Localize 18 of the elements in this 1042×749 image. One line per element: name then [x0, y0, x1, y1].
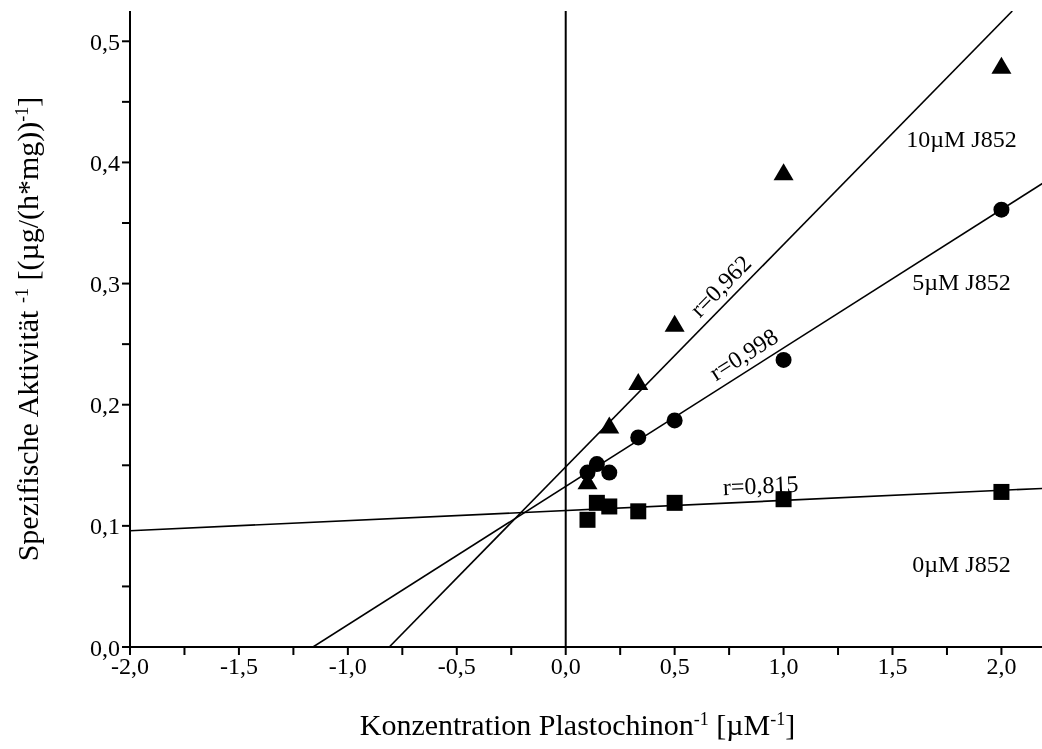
- x-tick-label: 1,0: [768, 653, 799, 680]
- annotation: r=0,815: [722, 470, 799, 501]
- y-tick-label: 0,5: [90, 28, 120, 55]
- y-tick-label: 0,4: [90, 149, 120, 176]
- x-tick-label: 0,5: [659, 653, 690, 680]
- x-tick-label: -0,5: [437, 653, 476, 680]
- y-tick-label: 0,3: [90, 271, 120, 298]
- x-tick-label: -1,0: [328, 653, 367, 680]
- text: 10µM J852: [906, 125, 1017, 152]
- y-tick-label: 0,1: [90, 513, 120, 540]
- y-tick-label: 0,2: [90, 392, 120, 419]
- text: 5µM J852: [912, 268, 1011, 295]
- x-tick-label: 2,0: [986, 653, 1017, 680]
- x-tick-label: -1,5: [219, 653, 258, 680]
- x-axis-title: Konzentration Plastochinon$^{-1}$ [µM$^{-1}$]: [359, 708, 796, 741]
- x-tick-label: 1,5: [877, 653, 908, 680]
- x-tick-label: 0,0: [550, 653, 581, 680]
- text: 0µM J852: [912, 550, 1011, 577]
